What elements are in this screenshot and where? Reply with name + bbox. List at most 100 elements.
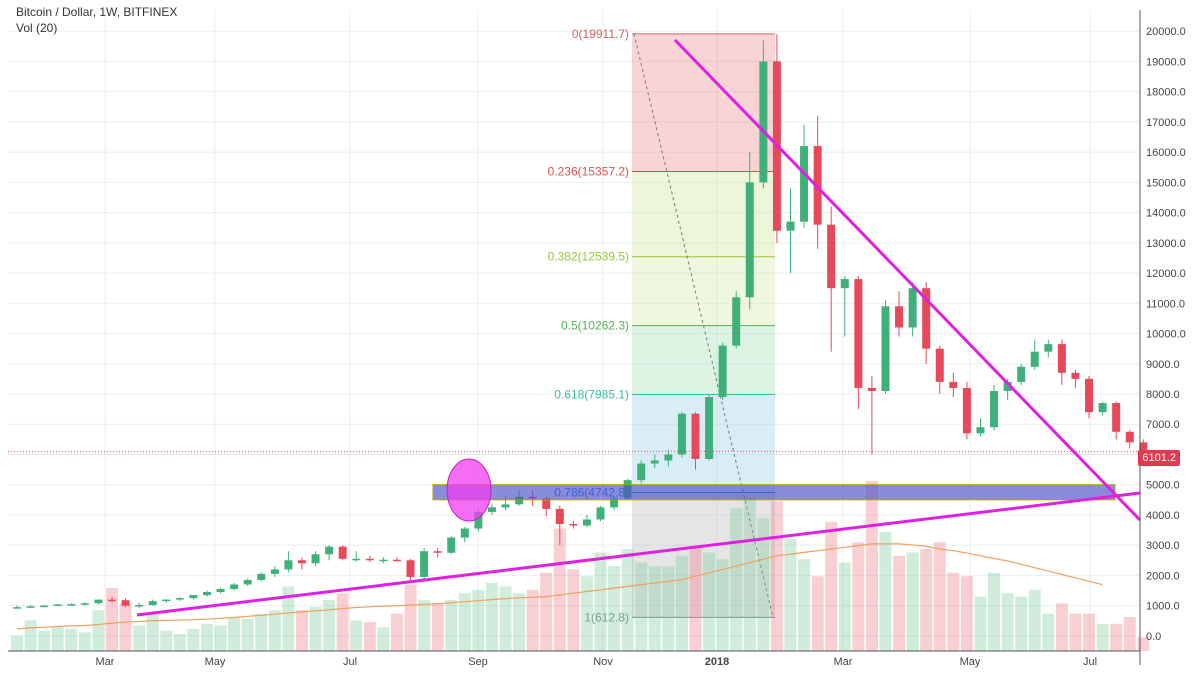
candle-body: [610, 498, 619, 508]
volume-bar: [608, 566, 621, 651]
y-tick-label: 15000.0: [1146, 177, 1186, 189]
fib-zone: [632, 325, 775, 395]
volume-bar: [675, 555, 688, 651]
volume-bar: [11, 635, 23, 651]
y-tick-label: 14000.0: [1146, 208, 1186, 220]
volume-bar: [770, 501, 783, 651]
volume-bar: [716, 559, 729, 651]
volume-bar: [906, 552, 919, 651]
volume-bar: [879, 532, 892, 651]
candle-body: [67, 604, 76, 606]
candle-body: [352, 558, 361, 561]
volume-bar: [38, 630, 51, 651]
candle-body: [26, 606, 35, 608]
volume-bar: [119, 603, 132, 651]
volume-bar: [513, 593, 526, 651]
volume-bar: [282, 586, 295, 651]
candle-body: [379, 559, 388, 562]
candle-body: [1003, 381, 1012, 391]
candle-body: [53, 604, 62, 606]
y-tick-label: 10000.0: [1146, 329, 1186, 341]
volume-bar: [960, 576, 973, 651]
grid-layer: [8, 10, 1140, 651]
volume-bar: [825, 521, 838, 651]
candle-body: [990, 390, 999, 428]
volume-bar: [241, 618, 254, 651]
candle-body: [759, 61, 768, 183]
volume-bar: [268, 610, 281, 651]
volume-indicator-label: Vol (20): [16, 21, 58, 35]
candle-body: [107, 599, 116, 602]
candle-body: [1071, 372, 1080, 379]
candle-body: [338, 546, 347, 559]
volume-bar: [78, 632, 91, 651]
support-zone: [432, 484, 1116, 501]
candle-body: [392, 559, 401, 562]
fibonacci-layer: 0(19911.7) 0.236(15357.2) 0.382(12539.5) 0.…: [548, 27, 775, 624]
candle-body: [542, 498, 551, 509]
volume-bar: [540, 572, 553, 651]
volume-bar: [458, 593, 471, 651]
candle-body: [677, 413, 686, 455]
y-tick-label: 13000.0: [1146, 238, 1186, 250]
volume-bar: [390, 613, 403, 651]
candle-body: [691, 413, 700, 460]
volume-bar: [648, 566, 661, 651]
volume-bar: [567, 569, 580, 651]
candle-body: [1112, 403, 1121, 432]
volume-bar: [757, 518, 770, 651]
support-trend-line: [136, 491, 1141, 617]
volume-bar: [404, 584, 417, 651]
candle-body: [854, 279, 863, 388]
volume-bar: [730, 508, 743, 651]
candle-body: [908, 288, 917, 328]
volume-bar: [974, 596, 987, 651]
candle-body: [705, 397, 714, 460]
axis-layer: 0.01000.02000.03000.04000.05000.06000.07…: [8, 10, 1186, 668]
volume-bar: [363, 622, 376, 651]
candle-body: [650, 460, 659, 464]
candle-body: [189, 595, 198, 599]
volume-bar: [65, 628, 78, 651]
candle-body: [867, 387, 876, 391]
volume-bar: [1069, 613, 1082, 651]
volume-bar: [160, 630, 173, 651]
fib-level-label: 0.236(15357.2): [548, 165, 629, 179]
volume-bar: [580, 576, 593, 651]
volume-bar: [418, 600, 431, 651]
volume-bar: [988, 572, 1001, 651]
x-tick-label: Jul: [343, 656, 357, 668]
volume-bar: [472, 589, 485, 651]
candle-body: [1085, 378, 1094, 413]
volume-layer: [11, 481, 1150, 651]
candle-body: [148, 601, 157, 606]
candle-body: [664, 454, 673, 461]
volume-bar: [933, 542, 946, 651]
candle-body: [474, 511, 483, 529]
volume-bar: [323, 600, 336, 651]
volume-bar: [350, 620, 363, 651]
volume-bar: [499, 586, 512, 651]
y-tick-label: 5000.0: [1146, 480, 1180, 492]
volume-bar: [309, 606, 322, 651]
candle-body: [949, 381, 958, 388]
volume-bar: [635, 562, 648, 651]
candle-body: [1044, 344, 1053, 352]
volume-bar: [1015, 596, 1028, 651]
volume-bar: [553, 528, 566, 651]
candle-body: [745, 182, 754, 298]
overlay-layer: [8, 38, 1142, 617]
volume-bar: [784, 538, 797, 651]
candle-body: [135, 605, 144, 607]
volume-bar: [1042, 613, 1055, 651]
volume-bar: [594, 552, 607, 651]
volume-bar: [526, 589, 539, 651]
candle-body: [121, 600, 130, 606]
candle-body: [596, 507, 605, 520]
candle-body: [976, 427, 985, 434]
candle-body: [216, 589, 225, 593]
volume-bar: [621, 549, 634, 651]
y-tick-label: 18000.0: [1146, 87, 1186, 99]
volume-bar: [1055, 603, 1068, 651]
